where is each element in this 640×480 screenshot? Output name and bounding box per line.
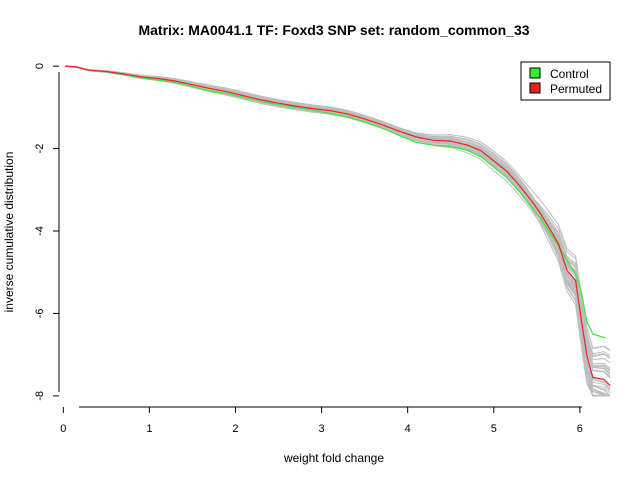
legend-label-permuted: Permuted: [550, 82, 602, 96]
series-line-permuted: [64, 65, 611, 387]
background-permutation-lines: [64, 65, 611, 397]
legend: Control Permuted: [520, 61, 611, 101]
legend-label-control: Control: [550, 67, 589, 81]
permutation-line: [64, 65, 611, 397]
y-axis-label: inverse cumulative distribution: [2, 152, 16, 313]
y-tick-label: 0: [34, 63, 46, 69]
legend-swatch-permuted: [529, 82, 541, 94]
y-tick-label: -8: [34, 391, 46, 401]
legend-swatch-control: [529, 67, 541, 79]
y-tick-label: -2: [34, 144, 46, 154]
x-tick-label: 1: [146, 423, 152, 435]
y-tick-label: -4: [34, 226, 46, 236]
chart-title: Matrix: MA0041.1 TF: Foxd3 SNP set: rand…: [138, 22, 529, 38]
x-tick-label: 4: [405, 423, 411, 435]
series-line-control: [64, 65, 606, 339]
x-tick-label: 0: [60, 423, 66, 435]
y-tick-label: -6: [34, 309, 46, 319]
x-tick-label: 3: [319, 423, 325, 435]
x-axis-label: weight fold change: [283, 451, 384, 465]
x-tick-label: 2: [232, 423, 238, 435]
axes: 0 1 2 3 4 5 6 0 -2 -4 -6 -8: [34, 63, 583, 435]
y-ticks: 0 -2 -4 -6 -8: [34, 63, 59, 401]
x-tick-label: 6: [577, 423, 583, 435]
series-lines: [64, 65, 611, 387]
x-tick-label: 5: [491, 423, 497, 435]
x-ticks: 0 1 2 3 4 5 6: [60, 407, 583, 435]
